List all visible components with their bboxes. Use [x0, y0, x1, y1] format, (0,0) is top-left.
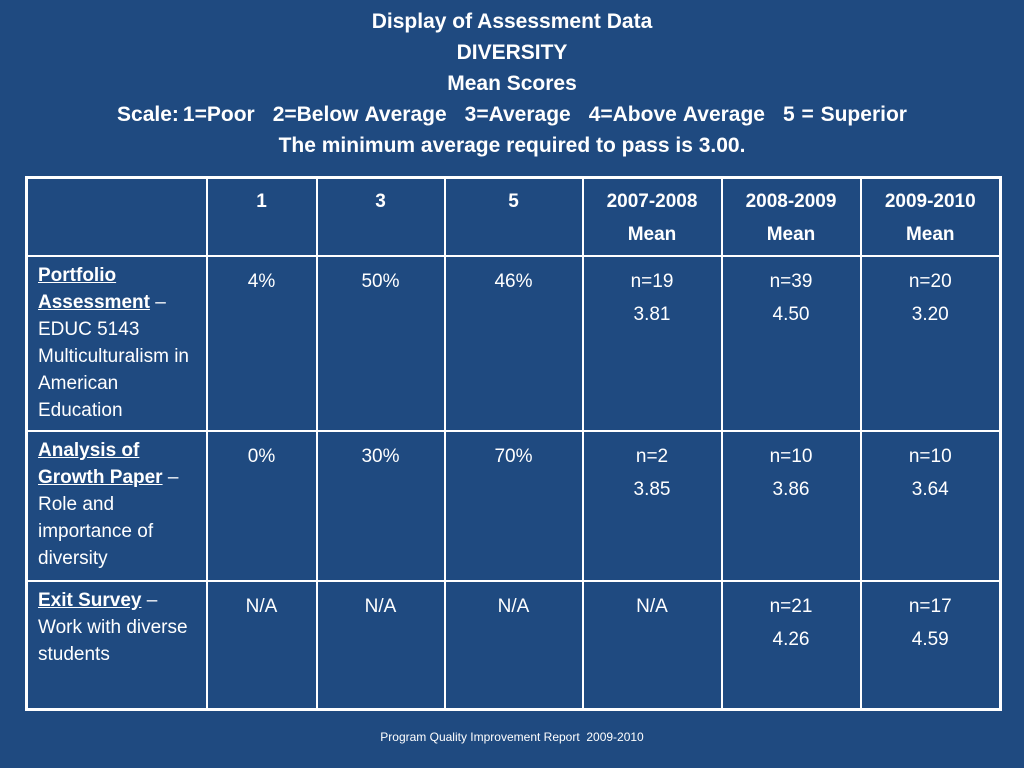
mean-value: 4.26 — [772, 629, 810, 650]
header-cell-score-5: 5 — [443, 176, 584, 257]
header-cell-2007-2008: 2007-2008 Mean — [581, 176, 723, 257]
sample-size: N/A — [636, 596, 668, 617]
header-sublabel: Mean — [766, 224, 816, 245]
pct-score-5: N/A — [443, 580, 584, 711]
header-label: 5 — [508, 191, 519, 212]
pct-score-1: 4% — [205, 255, 318, 432]
year-2007-cell: n=2 3.85 — [581, 430, 723, 582]
pct-score-5: 46% — [443, 255, 584, 432]
dash: – — [141, 590, 158, 611]
sample-size: n=20 — [908, 271, 952, 292]
mean-value: 3.85 — [633, 479, 671, 500]
slide-footer: Program Quality Improvement Report 2009-… — [380, 730, 644, 744]
assessment-name: Analysis of Growth Paper — [38, 440, 163, 488]
scale-legend: Scale: 1=Poor 2=Below Average 3=Average 4=Ab… — [0, 99, 1024, 130]
scale-prefix: Scale: — [117, 103, 179, 126]
scale-item-1: 1=Poor — [182, 103, 255, 126]
assessment-description: Role and importance of diversity — [38, 494, 154, 569]
sample-size: n=10 — [769, 446, 813, 467]
header-sublabel: Mean — [627, 224, 677, 245]
row-description: Analysis of Growth Paper – Role and impo… — [25, 430, 208, 582]
year-2009-cell: n=17 4.59 — [859, 580, 1002, 711]
pct-score-1: 0% — [205, 430, 318, 582]
scale-item-3: 3=Average — [464, 103, 571, 126]
pct-score-3: 50% — [315, 255, 446, 432]
assessment-table: 1 3 5 2007-2008 Mean 2008-2009 Mean 2009-2… — [25, 176, 1002, 711]
row-description: Portfolio Assessment – EDUC 5143 Multicu… — [25, 255, 208, 432]
sample-size: n=17 — [908, 596, 952, 617]
table-row: Analysis of Growth Paper – Role and impo… — [25, 430, 1002, 582]
year-2007-cell: n=19 3.81 — [581, 255, 723, 432]
year-2009-cell: n=20 3.20 — [859, 255, 1002, 432]
table-row: Exit Survey – Work with diverse students … — [25, 580, 1002, 711]
year-2007-cell: N/A — [581, 580, 723, 711]
table-header-row: 1 3 5 2007-2008 Mean 2008-2009 Mean 2009-2… — [25, 176, 1002, 257]
pct-score-3: N/A — [315, 580, 446, 711]
year-2009-cell: n=10 3.64 — [859, 430, 1002, 582]
sample-size: n=10 — [908, 446, 952, 467]
pass-requirement-note: The minimum average required to pass is … — [278, 134, 746, 157]
scale-item-2: 2=Below Average — [272, 103, 447, 126]
assessment-name: Portfolio Assessment — [38, 265, 150, 313]
table-row: Portfolio Assessment – EDUC 5143 Multicu… — [25, 255, 1002, 432]
slide-title: Display of Assessment Data — [371, 10, 653, 33]
year-2008-cell: n=21 4.26 — [720, 580, 862, 711]
year-2008-cell: n=10 3.86 — [720, 430, 862, 582]
sample-size: n=21 — [769, 596, 813, 617]
header-label: 2007-2008 — [606, 191, 698, 212]
mean-value: 4.59 — [911, 629, 949, 650]
header-cell-empty — [25, 176, 208, 257]
dash: – — [162, 467, 179, 488]
assessment-description: EDUC 5143 Multiculturalism in American E… — [38, 319, 189, 421]
sample-size: n=2 — [635, 446, 669, 467]
mean-value: 3.86 — [772, 479, 810, 500]
slide-header: Display of Assessment Data DIVERSITY Mea… — [0, 6, 1024, 161]
pct-score-3: 30% — [315, 430, 446, 582]
header-label: 3 — [375, 191, 386, 212]
assessment-name: Exit Survey — [38, 590, 142, 611]
scale-item-5: 5 = Superior — [782, 103, 907, 126]
mean-value: 3.81 — [633, 304, 671, 325]
mean-value: 3.20 — [911, 304, 949, 325]
header-cell-2009-2010: 2009-2010 Mean — [859, 176, 1002, 257]
slide-subtitle: Mean Scores — [447, 72, 577, 95]
row-description: Exit Survey – Work with diverse students — [25, 580, 208, 711]
pct-score-5: 70% — [443, 430, 584, 582]
assessment-description: Work with diverse students — [38, 617, 188, 665]
pct-score-1: N/A — [205, 580, 318, 711]
mean-value: 4.50 — [772, 304, 810, 325]
header-cell-score-1: 1 — [205, 176, 318, 257]
sample-size: n=39 — [769, 271, 813, 292]
header-cell-score-3: 3 — [315, 176, 446, 257]
year-2008-cell: n=39 4.50 — [720, 255, 862, 432]
slide-topic: DIVERSITY — [456, 41, 568, 64]
sample-size: n=19 — [630, 271, 674, 292]
header-label: 2008-2009 — [745, 191, 837, 212]
dash: – — [149, 292, 166, 313]
scale-item-4: 4=Above Average — [588, 103, 765, 126]
header-label: 2009-2010 — [884, 191, 976, 212]
header-label: 1 — [256, 191, 267, 212]
header-cell-2008-2009: 2008-2009 Mean — [720, 176, 862, 257]
header-sublabel: Mean — [905, 224, 955, 245]
mean-value: 3.64 — [911, 479, 949, 500]
